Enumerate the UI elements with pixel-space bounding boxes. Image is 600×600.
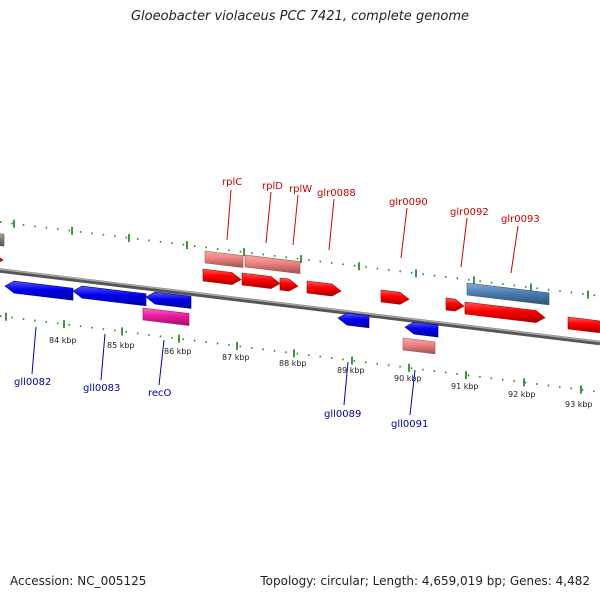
gene-label-rplW: rplW xyxy=(289,184,312,195)
gene-label-gll0091: gll0091 xyxy=(391,419,428,430)
scale-label-87kbp: 87 kbp xyxy=(222,353,250,362)
gene-fragment-left[interactable] xyxy=(0,233,5,247)
leader-lines xyxy=(31,189,519,416)
gene-glr0092[interactable] xyxy=(445,297,465,312)
gene-gll0082[interactable] xyxy=(4,280,74,301)
gene-rplW[interactable] xyxy=(279,277,299,292)
gene-glr0093[interactable] xyxy=(464,301,546,323)
gene-gll0089[interactable] xyxy=(337,312,370,329)
gene-label-glr0093: glr0093 xyxy=(501,214,540,225)
leader-line-gll0091 xyxy=(409,369,416,416)
scale-label-88kbp: 88 kbp xyxy=(279,359,307,368)
leader-line-recO xyxy=(158,339,165,386)
gene-recO-pink[interactable] xyxy=(142,307,190,326)
gene-glr0090[interactable] xyxy=(380,289,410,305)
gene-labels: rplC rplD rplW glr0088 glr0090 glr0092 g… xyxy=(14,177,540,430)
gene-label-glr0088: glr0088 xyxy=(317,188,356,199)
leader-line-gll0083 xyxy=(100,333,106,381)
gene-gll0083[interactable] xyxy=(72,285,147,307)
scale-label-89kbp: 89 kbp xyxy=(337,366,365,375)
upper-tick-track xyxy=(0,221,600,297)
gene-rna-feature[interactable] xyxy=(466,282,550,306)
gene-rplC[interactable] xyxy=(202,268,242,285)
leader-line-rplC xyxy=(226,189,232,241)
gene-label-glr0092: glr0092 xyxy=(450,207,489,218)
genome-title: Gloeobacter violaceus PCC 7421, complete… xyxy=(130,9,470,24)
gene-rplD[interactable] xyxy=(241,272,281,289)
gene-glr0088[interactable] xyxy=(306,280,342,297)
scale-label-85kbp: 85 kbp xyxy=(107,341,135,350)
leader-line-rplD xyxy=(265,191,272,244)
leader-line-glr0092 xyxy=(460,217,468,268)
leader-line-glr0088 xyxy=(328,198,335,251)
gene-fragment-left-red[interactable] xyxy=(0,253,4,265)
lower-tick-track xyxy=(0,315,600,393)
gene-label-gll0089: gll0089 xyxy=(324,409,361,420)
scale-label-93kbp: 93 kbp xyxy=(565,400,593,409)
gene-gll0091-light[interactable] xyxy=(402,337,436,355)
accession-text: Accession: NC_005125 xyxy=(10,574,147,588)
scale-label-84kbp: 84 kbp xyxy=(49,336,77,345)
gene-label-rplD: rplD xyxy=(262,181,283,192)
gene-label-recO: recO xyxy=(148,388,172,399)
gene-recO[interactable] xyxy=(145,291,192,309)
gene-label-gll0082: gll0082 xyxy=(14,377,51,388)
scale-label-90kbp: 90 kbp xyxy=(394,374,422,383)
leader-line-rplW xyxy=(292,194,299,246)
leader-line-glr0090 xyxy=(400,207,408,259)
leader-line-gll0089 xyxy=(343,361,349,406)
gene-rplC-light[interactable] xyxy=(204,250,244,268)
backbone xyxy=(0,268,600,346)
gene-gll0091[interactable] xyxy=(404,321,439,338)
genome-summary-text: Topology: circular; Length: 4,659,019 bp… xyxy=(260,574,590,588)
gene-fragment-right[interactable] xyxy=(567,316,600,334)
scale-label-91kbp: 91 kbp xyxy=(451,382,479,391)
major-ticks xyxy=(5,219,589,394)
leader-line-glr0093 xyxy=(510,225,519,274)
gene-label-rplC: rplC xyxy=(222,177,242,188)
scale-labels: 84 kbp 85 kbp 86 kbp 87 kbp 88 kbp 89 kb… xyxy=(49,336,593,409)
gene-label-gll0083: gll0083 xyxy=(83,383,120,394)
gene-label-glr0090: glr0090 xyxy=(389,197,428,208)
scale-label-86kbp: 86 kbp xyxy=(164,347,192,356)
scale-label-92kbp: 92 kbp xyxy=(508,390,536,399)
leader-line-gll0082 xyxy=(31,326,37,375)
gene-features xyxy=(0,233,600,355)
gene-rplD-light[interactable] xyxy=(244,254,301,274)
